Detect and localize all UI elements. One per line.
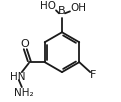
Text: OH: OH bbox=[70, 3, 86, 13]
Text: O: O bbox=[20, 39, 29, 49]
Text: F: F bbox=[90, 70, 96, 80]
Text: HN: HN bbox=[10, 72, 26, 82]
Text: HO: HO bbox=[40, 1, 56, 11]
Text: B: B bbox=[58, 6, 66, 16]
Text: NH₂: NH₂ bbox=[14, 88, 34, 98]
